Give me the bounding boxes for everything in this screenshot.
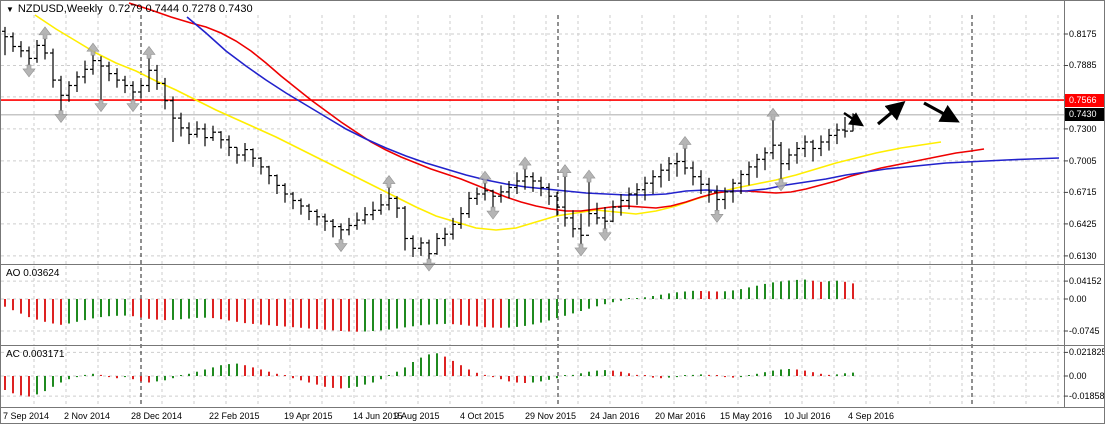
date-axis-label: 28 Dec 2014: [131, 411, 183, 421]
trend-arrow: [923, 101, 960, 123]
fractal-up-icon: [382, 175, 396, 188]
price-axis-label: 0.8175: [1069, 29, 1097, 39]
grid-lines: [1, 15, 1064, 407]
ac-histogram: [4, 353, 854, 397]
date-axis-label: 29 Nov 2015: [525, 411, 577, 421]
fractal-down-icon: [94, 99, 108, 113]
fractal-down-icon: [774, 178, 788, 192]
ao-axis-label: -0.0745: [1069, 326, 1100, 336]
fractal-up-icon: [678, 135, 692, 149]
fractal-down-icon: [22, 64, 36, 78]
ao-axis-label: 0.04152: [1069, 276, 1102, 286]
hline-price-tag: 0.7566: [1065, 94, 1104, 107]
ao-indicator-label: AO 0.03624: [6, 268, 59, 279]
ac-axis-label: -0.01858: [1069, 391, 1105, 401]
alligator-jaw-line: [186, 16, 1060, 196]
fractal-down-icon: [710, 210, 724, 223]
date-axis-label: 19 Apr 2015: [284, 411, 333, 421]
chart-title: ▼ NZDUSD,Weekly 0.7279 0.7444 0.7278 0.74…: [6, 3, 253, 15]
trend-arrow: [843, 112, 864, 127]
fractal-down-icon: [574, 243, 588, 257]
fractal-up-icon: [142, 45, 156, 59]
price-bars: [2, 26, 856, 260]
fractal-down-icon: [598, 228, 612, 242]
ao-histogram: [4, 279, 854, 332]
fractal-up-icon: [582, 169, 596, 183]
symbol-dropdown-icon[interactable]: ▼: [6, 5, 14, 14]
symbol-period-label: NZDUSD,Weekly: [17, 3, 103, 15]
alligator-lips-line: [34, 14, 942, 231]
date-axis-label: 22 Feb 2015: [209, 411, 260, 421]
fractal-up-icon: [766, 107, 780, 121]
price-axis-label: 0.7005: [1069, 156, 1097, 166]
ao-name: AO: [6, 268, 21, 279]
fractal-down-icon: [54, 110, 68, 123]
alligator-lines: [34, 2, 1060, 231]
fractal-up-icon: [38, 26, 52, 40]
date-axis-label: 20 Mar 2016: [655, 411, 706, 421]
alligator-teeth-line: [128, 2, 985, 212]
fractal-up-icon: [478, 170, 492, 184]
price-axis-label: 0.6130: [1069, 251, 1097, 261]
date-axis-label: 15 May 2016: [720, 411, 773, 421]
ac-indicator-label: AC 0.003171: [6, 349, 64, 360]
trend-arrow: [876, 100, 906, 126]
ac-axis-label: 0.00: [1069, 371, 1087, 381]
fractal-up-icon: [558, 164, 572, 177]
date-axis-label: 4 Sep 2016: [848, 411, 895, 421]
ao-axis-label: 0.00: [1069, 294, 1087, 304]
ac-value: 0.003171: [22, 349, 65, 360]
ao-value: 0.03624: [23, 268, 60, 279]
bid-price-tag: 0.7430: [1065, 108, 1104, 121]
date-axis-label: 14 Jun 2015: [353, 411, 403, 421]
date-axis-label: 24 Jan 2016: [590, 411, 640, 421]
date-axis-label: 2 Nov 2014: [64, 411, 111, 421]
axis-ticks: [1064, 33, 1068, 397]
fractal-down-icon: [334, 239, 348, 253]
ac-axis-label: 0.021825: [1069, 347, 1105, 357]
panel-borders: [1, 1, 1104, 408]
fractal-down-icon: [486, 206, 500, 220]
price-axis-label: 0.7300: [1069, 124, 1097, 134]
ohlc-values: 0.7279 0.7444 0.7278 0.7430: [108, 3, 253, 15]
price-axis-label: 0.7885: [1069, 60, 1097, 70]
date-axis-label: 4 Oct 2015: [460, 411, 505, 421]
fractal-up-icon: [518, 156, 532, 170]
ac-name: AC: [6, 349, 20, 360]
date-axis-label: 7 Sep 2014: [3, 411, 50, 421]
fractal-up-icon: [86, 42, 100, 56]
price-axis-label: 0.6425: [1069, 219, 1097, 229]
fractal-down-icon: [126, 99, 140, 113]
date-axis-label: 9 Aug 2015: [394, 411, 440, 421]
price-axis-label: 0.6715: [1069, 187, 1097, 197]
trend-arrows: [843, 100, 960, 127]
date-axis-label: 10 Jul 2016: [784, 411, 831, 421]
